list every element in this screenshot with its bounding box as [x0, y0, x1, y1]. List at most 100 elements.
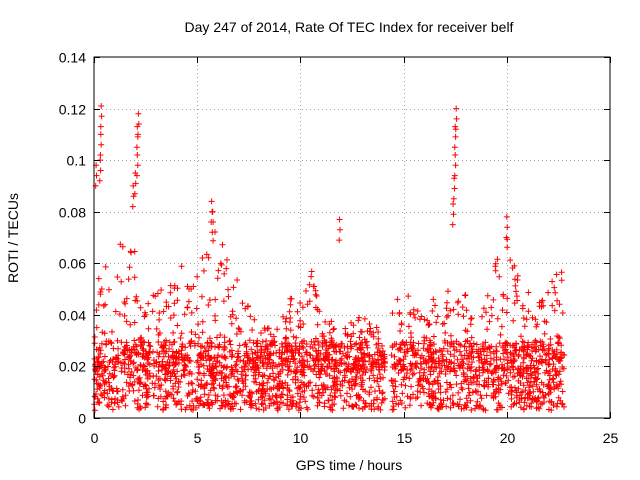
data-point — [398, 381, 405, 388]
data-point — [426, 337, 433, 344]
data-point — [253, 354, 260, 361]
data-point — [431, 341, 437, 348]
y-tick-label: 0.06 — [59, 256, 86, 272]
data-point — [207, 371, 214, 377]
data-point — [123, 379, 130, 386]
data-point — [299, 304, 306, 311]
data-point — [162, 350, 169, 357]
data-point — [509, 363, 516, 370]
data-point — [389, 382, 396, 389]
data-point — [435, 355, 442, 362]
data-point — [225, 401, 232, 408]
data-point — [516, 392, 523, 399]
data-point — [397, 328, 404, 334]
data-point — [295, 377, 301, 384]
data-point — [471, 374, 477, 381]
data-point — [121, 312, 128, 319]
data-point — [547, 341, 554, 348]
x-tick-label: 20 — [500, 430, 516, 446]
data-point — [312, 304, 319, 311]
data-point — [430, 390, 437, 397]
data-point — [520, 382, 527, 389]
data-point — [153, 325, 160, 332]
data-point — [221, 345, 228, 351]
data-point — [127, 380, 134, 387]
data-point — [217, 260, 224, 267]
data-point — [533, 398, 540, 405]
data-point — [287, 358, 294, 365]
data-point — [407, 309, 414, 316]
data-point — [283, 325, 290, 332]
data-point — [484, 358, 491, 365]
data-point — [448, 366, 454, 373]
data-point — [150, 292, 157, 299]
data-point — [173, 401, 180, 408]
data-point — [136, 374, 143, 381]
data-point — [511, 357, 518, 364]
data-point — [244, 352, 251, 359]
data-point — [528, 372, 535, 379]
data-point — [97, 350, 104, 357]
data-point — [186, 340, 193, 347]
data-point — [106, 286, 112, 293]
data-point — [557, 378, 564, 385]
data-point — [360, 386, 366, 393]
data-point — [427, 342, 434, 349]
data-point — [379, 342, 385, 349]
data-point — [169, 353, 176, 360]
data-point — [454, 401, 461, 408]
data-point — [347, 338, 354, 345]
data-point — [145, 325, 152, 332]
data-point — [273, 394, 280, 401]
data-point — [264, 361, 271, 368]
data-point — [151, 384, 158, 391]
data-point — [250, 339, 257, 346]
x-tick-label: 25 — [603, 430, 619, 446]
data-point — [378, 400, 385, 406]
data-point — [503, 309, 510, 316]
data-point — [467, 340, 474, 347]
data-point — [197, 394, 204, 401]
data-point — [463, 404, 470, 411]
data-point — [270, 400, 277, 407]
data-point — [292, 340, 299, 346]
data-point — [432, 302, 438, 309]
data-point — [391, 353, 398, 360]
data-point — [194, 376, 201, 383]
data-point — [527, 389, 534, 395]
data-point — [159, 348, 165, 355]
data-point — [452, 123, 459, 130]
data-point — [303, 288, 309, 294]
data-point — [537, 388, 544, 395]
data-point — [303, 341, 310, 347]
data-point — [239, 375, 246, 382]
data-point — [197, 343, 204, 350]
data-point — [277, 370, 284, 377]
data-point — [481, 366, 487, 373]
data-point — [556, 368, 563, 375]
data-point — [281, 349, 288, 356]
data-point — [520, 315, 527, 322]
data-point — [403, 374, 410, 381]
data-point — [297, 317, 304, 324]
data-point — [293, 334, 300, 341]
data-point — [134, 404, 141, 411]
data-point — [488, 392, 495, 399]
data-point — [192, 331, 199, 338]
data-point — [337, 392, 344, 399]
data-point — [450, 211, 457, 218]
data-point — [208, 381, 215, 388]
data-point — [171, 285, 178, 292]
data-point — [242, 305, 249, 312]
data-point — [171, 300, 178, 307]
data-point — [402, 382, 409, 389]
data-point — [457, 396, 463, 403]
data-point — [221, 343, 228, 350]
data-point — [390, 388, 397, 395]
data-point — [127, 371, 134, 378]
data-point — [200, 402, 206, 409]
data-point — [523, 351, 530, 358]
data-point — [452, 133, 459, 140]
data-point — [97, 362, 104, 369]
data-point — [123, 295, 130, 302]
